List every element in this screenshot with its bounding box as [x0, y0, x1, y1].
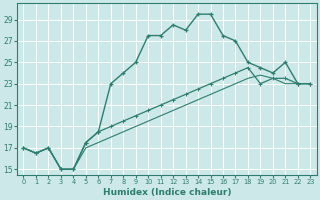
- X-axis label: Humidex (Indice chaleur): Humidex (Indice chaleur): [103, 188, 231, 197]
